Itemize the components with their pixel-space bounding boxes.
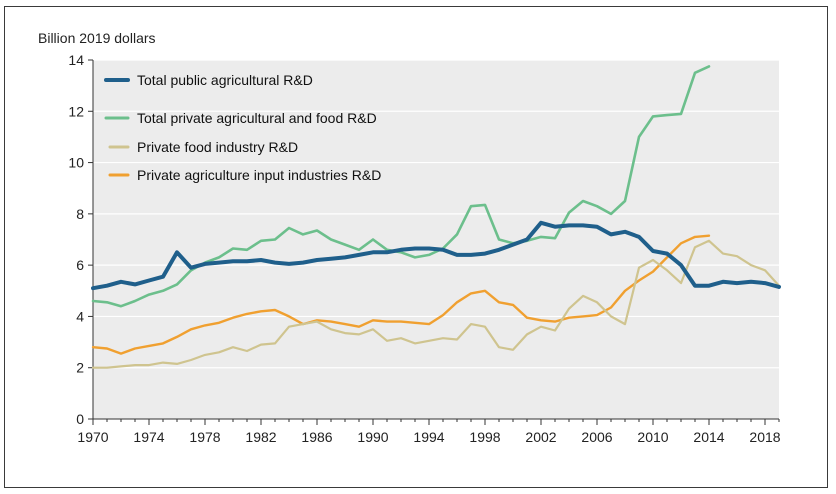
y-tick-label: 4 <box>76 308 84 324</box>
y-tick-label: 8 <box>76 206 84 222</box>
legend-label: Private food industry R&D <box>137 139 298 155</box>
x-tick-label: 1990 <box>357 429 388 445</box>
y-tick-label: 6 <box>76 257 84 273</box>
legend: Total public agricultural R&D Total priva… <box>104 72 381 183</box>
y-tick-label: 12 <box>68 103 84 119</box>
x-tick-label: 1998 <box>469 429 500 445</box>
x-tick-label: 2014 <box>693 429 724 445</box>
y-tick-label: 2 <box>76 360 84 376</box>
legend-label: Private agriculture input industries R&D <box>137 167 381 183</box>
legend-label: Total private agricultural and food R&D <box>137 110 377 126</box>
x-tick-label: 1982 <box>245 429 276 445</box>
y-axis-ticks: 0 2 4 6 8 10 12 14 <box>68 52 93 427</box>
series-line-3 <box>91 234 711 355</box>
x-tick-label: 1978 <box>189 429 220 445</box>
x-tick-label: 2006 <box>581 429 612 445</box>
plot-area <box>93 60 779 419</box>
y-unit-label: Billion 2019 dollars <box>38 30 156 46</box>
x-tick-label: 1986 <box>301 429 332 445</box>
series-lines <box>91 65 781 369</box>
legend-label: Total public agricultural R&D <box>137 72 313 88</box>
series-line-2 <box>91 239 781 369</box>
x-tick-label: 1974 <box>133 429 164 445</box>
y-tick-label: 10 <box>68 155 84 171</box>
series-line-0 <box>91 220 781 291</box>
axes <box>92 60 779 420</box>
x-tick-label: 2010 <box>637 429 668 445</box>
x-axis-ticks: 1970 1974 1978 1982 1986 1990 1994 1998 2002 2006… <box>77 419 781 445</box>
x-tick-label: 1970 <box>77 429 108 445</box>
gridlines <box>93 59 779 369</box>
x-tick-label: 2018 <box>749 429 780 445</box>
y-tick-label: 0 <box>76 411 84 427</box>
x-tick-label: 2002 <box>525 429 556 445</box>
x-tick-label: 1994 <box>413 429 444 445</box>
y-tick-label: 14 <box>68 52 84 68</box>
